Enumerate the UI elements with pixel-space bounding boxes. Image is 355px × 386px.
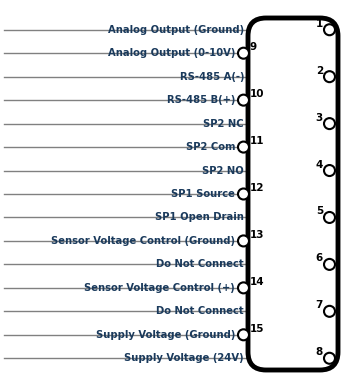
Circle shape bbox=[324, 259, 335, 270]
Text: Analog Output (Ground): Analog Output (Ground) bbox=[108, 25, 244, 35]
Circle shape bbox=[324, 306, 335, 317]
Text: Sensor Voltage Control (+): Sensor Voltage Control (+) bbox=[84, 283, 235, 293]
Text: 2: 2 bbox=[316, 66, 323, 76]
Circle shape bbox=[324, 118, 335, 129]
Text: 8: 8 bbox=[316, 347, 323, 357]
Circle shape bbox=[238, 48, 249, 59]
Text: SP2 Com: SP2 Com bbox=[186, 142, 235, 152]
Text: Supply Voltage (Ground): Supply Voltage (Ground) bbox=[95, 330, 235, 340]
Text: 12: 12 bbox=[250, 183, 264, 193]
FancyBboxPatch shape bbox=[248, 18, 338, 370]
Circle shape bbox=[238, 329, 249, 340]
Text: 7: 7 bbox=[316, 300, 323, 310]
Text: RS-485 A(-): RS-485 A(-) bbox=[180, 72, 244, 82]
Text: 1: 1 bbox=[316, 19, 323, 29]
Circle shape bbox=[238, 283, 249, 293]
Circle shape bbox=[238, 188, 249, 200]
Text: SP2 NC: SP2 NC bbox=[203, 119, 244, 129]
Text: RS-485 B(+): RS-485 B(+) bbox=[166, 95, 235, 105]
Circle shape bbox=[324, 165, 335, 176]
Circle shape bbox=[238, 142, 249, 152]
Text: 5: 5 bbox=[316, 207, 323, 217]
Text: 14: 14 bbox=[250, 277, 264, 287]
Text: 11: 11 bbox=[250, 136, 264, 146]
Text: Supply Voltage (24V): Supply Voltage (24V) bbox=[124, 353, 244, 363]
Text: Sensor Voltage Control (Ground): Sensor Voltage Control (Ground) bbox=[51, 236, 235, 246]
Text: Do Not Connect: Do Not Connect bbox=[156, 306, 244, 317]
Text: 15: 15 bbox=[250, 324, 264, 334]
Text: 6: 6 bbox=[316, 253, 323, 263]
Text: 9: 9 bbox=[250, 42, 257, 52]
Text: SP1 Open Drain: SP1 Open Drain bbox=[155, 212, 244, 222]
Text: 3: 3 bbox=[316, 113, 323, 123]
Text: 10: 10 bbox=[250, 89, 264, 99]
Circle shape bbox=[324, 24, 335, 35]
Circle shape bbox=[238, 235, 249, 246]
Text: 13: 13 bbox=[250, 230, 264, 240]
Circle shape bbox=[324, 353, 335, 364]
Circle shape bbox=[324, 212, 335, 223]
Text: SP1 Source: SP1 Source bbox=[171, 189, 235, 199]
Text: 4: 4 bbox=[316, 159, 323, 169]
Circle shape bbox=[324, 71, 335, 82]
Text: Do Not Connect: Do Not Connect bbox=[156, 259, 244, 269]
Circle shape bbox=[238, 95, 249, 106]
Text: SP2 NO: SP2 NO bbox=[202, 166, 244, 176]
Text: Analog Output (0-10V): Analog Output (0-10V) bbox=[108, 48, 235, 58]
